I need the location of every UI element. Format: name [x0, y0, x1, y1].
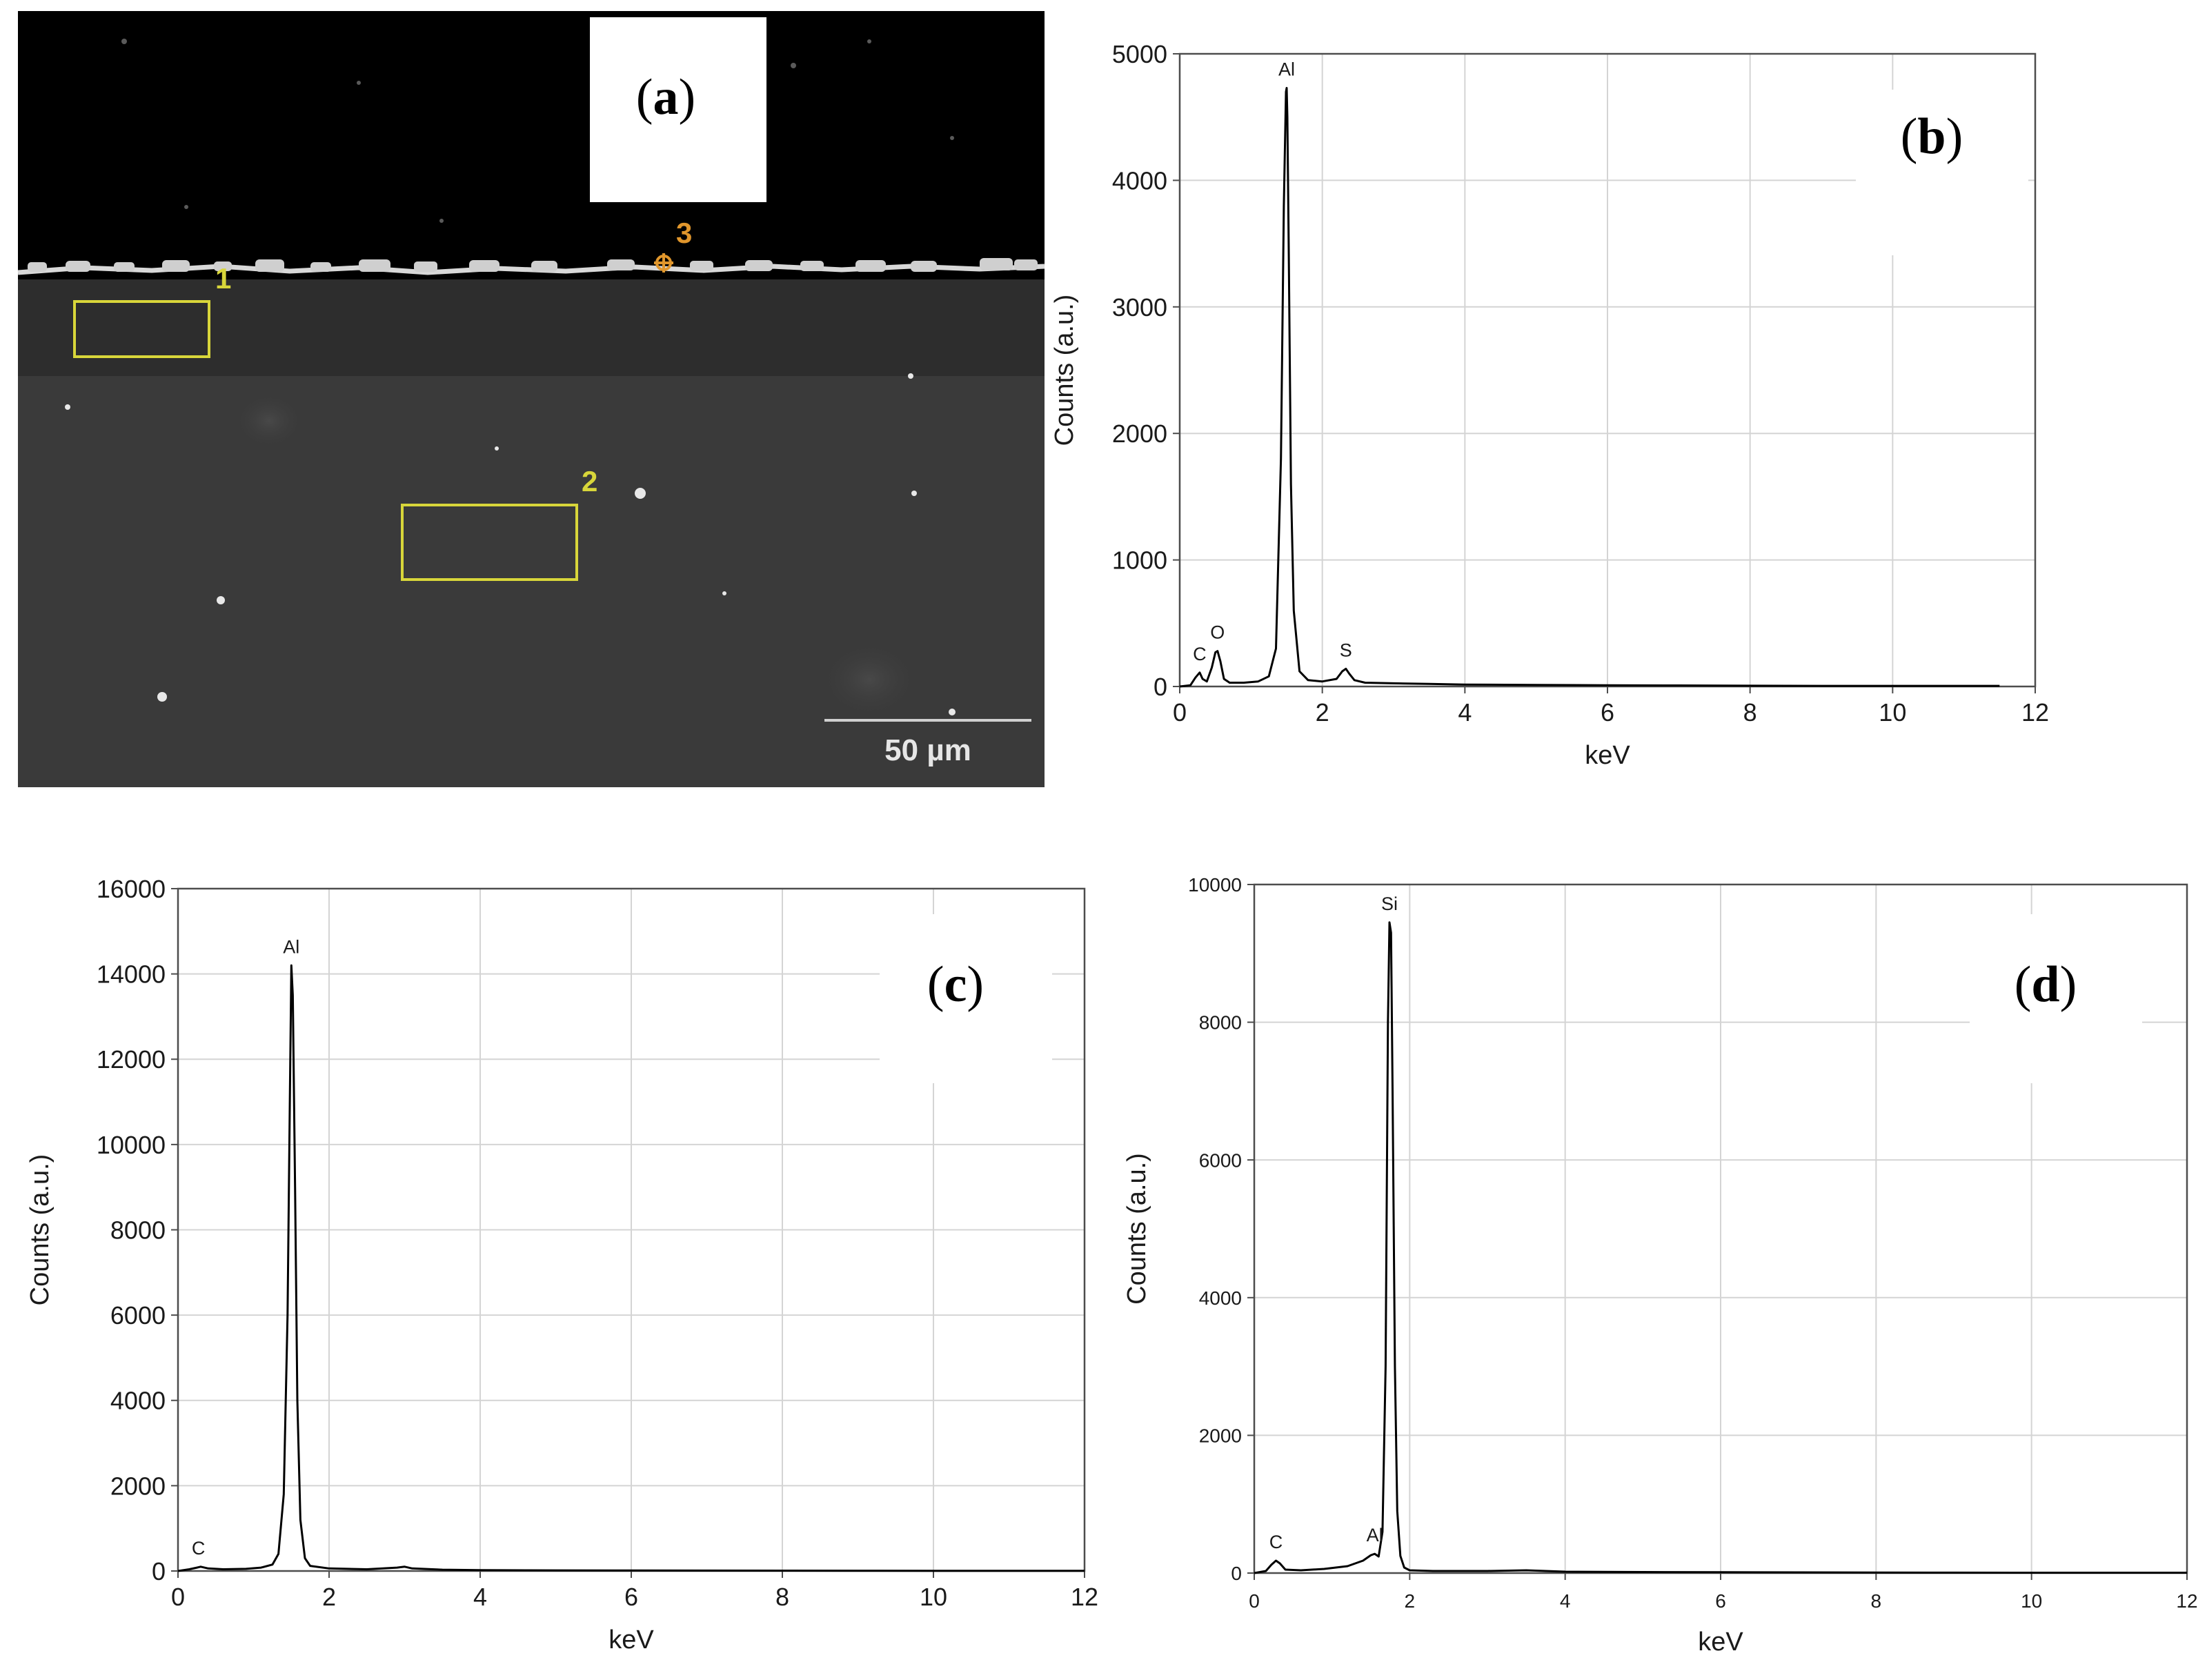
x-axis-title: keV [1698, 1628, 1743, 1657]
y-tick-label: 2000 [1199, 1425, 1242, 1446]
y-tick-label: 0 [1154, 673, 1167, 701]
region-box-2 [401, 504, 578, 581]
x-tick-label: 8 [775, 1583, 789, 1611]
y-tick-label: 10000 [1188, 874, 1242, 896]
x-tick-label: 6 [624, 1583, 638, 1611]
x-axis-title: keV [608, 1625, 654, 1654]
region-label-3: 3 [676, 217, 692, 249]
panel-c-label: (c) [927, 956, 984, 1013]
region-label-1: 1 [215, 262, 231, 295]
peak-label: Al [1278, 59, 1295, 80]
panel-b-label: (b) [1901, 108, 1963, 165]
x-tick-label: 0 [1249, 1590, 1260, 1612]
x-tick-label: 10 [1879, 698, 1906, 727]
x-tick-label: 6 [1715, 1590, 1726, 1612]
panel-c-label-mask [880, 914, 1052, 1083]
y-tick-label: 1000 [1112, 546, 1167, 575]
sem-image-panel: 1 2 3 50 µm (a) [17, 11, 1045, 787]
panel-d-label: (d) [2015, 956, 2077, 1013]
sem-inclusions [65, 373, 956, 715]
sem-surface-particles [28, 258, 1038, 272]
y-tick-label: 2000 [110, 1472, 166, 1500]
y-tick-label: 3000 [1112, 293, 1167, 322]
peak-label: C [1193, 644, 1207, 664]
x-tick-label: 4 [473, 1583, 487, 1611]
peak-label: C [1269, 1532, 1283, 1552]
y-tick-label: 6000 [1199, 1149, 1242, 1171]
x-tick-label: 2 [322, 1583, 336, 1611]
x-tick-label: 4 [1458, 698, 1472, 727]
y-tick-label: 8000 [110, 1216, 166, 1244]
y-tick-label: 5000 [1112, 40, 1167, 68]
y-tick-label: 2000 [1112, 419, 1167, 448]
x-tick-label: 0 [1173, 698, 1187, 727]
y-tick-label: 4000 [1199, 1287, 1242, 1309]
y-tick-label: 10000 [97, 1131, 166, 1159]
y-axis-title: Counts (a.u.) [26, 1154, 55, 1306]
x-tick-label: 10 [2021, 1590, 2042, 1612]
y-tick-label: 12000 [97, 1045, 166, 1074]
x-tick-label: 4 [1560, 1590, 1571, 1612]
sem-bright-spot [235, 393, 304, 448]
x-tick-label: 8 [1743, 698, 1757, 727]
spectrum-line [1254, 921, 2187, 1574]
x-axis-title: keV [1585, 741, 1630, 770]
panel-a-label: (a) [636, 69, 695, 126]
peak-label: Al [1367, 1525, 1383, 1545]
scale-bar-label: 50 µm [884, 733, 971, 767]
panel-d-label-mask [1970, 914, 2142, 1083]
panel-a-label-box [590, 17, 766, 202]
y-tick-label: 14000 [97, 960, 166, 989]
y-axis-title: Counts (a.u.) [1050, 295, 1079, 446]
x-tick-label: 2 [1316, 698, 1329, 727]
x-tick-label: 2 [1405, 1590, 1416, 1612]
y-tick-label: 4000 [110, 1387, 166, 1415]
peak-label: C [192, 1538, 206, 1559]
y-tick-label: 0 [152, 1557, 166, 1585]
spectrum-line [1179, 87, 2000, 688]
x-tick-label: 6 [1601, 698, 1614, 727]
x-tick-label: 8 [1871, 1590, 1882, 1612]
point-marker-3 [654, 253, 673, 273]
sem-coating-layer [18, 279, 1045, 376]
region-label-2: 2 [582, 465, 597, 497]
x-tick-label: 10 [920, 1583, 947, 1611]
spectrum-line [177, 964, 1085, 1572]
x-tick-label: 12 [1071, 1583, 1098, 1611]
y-tick-label: 4000 [1112, 166, 1167, 195]
region-box-1 [73, 300, 210, 358]
y-tick-label: 8000 [1199, 1012, 1242, 1034]
y-axis-title: Counts (a.u.) [1122, 1153, 1151, 1305]
sem-dark-debris [121, 39, 954, 223]
y-tick-label: 0 [1231, 1563, 1242, 1584]
x-tick-label: 0 [171, 1583, 185, 1611]
x-tick-label: 12 [2021, 698, 2049, 727]
x-tick-label: 12 [2176, 1590, 2197, 1612]
sem-bright-spot [821, 642, 918, 718]
peak-label: Al [283, 936, 299, 957]
y-tick-label: 16000 [97, 875, 166, 903]
panel-b-label-mask [1856, 90, 2028, 255]
y-tick-label: 6000 [110, 1301, 166, 1330]
peak-label: O [1210, 622, 1225, 643]
peak-label: Si [1381, 893, 1398, 914]
peak-label: S [1340, 640, 1352, 660]
